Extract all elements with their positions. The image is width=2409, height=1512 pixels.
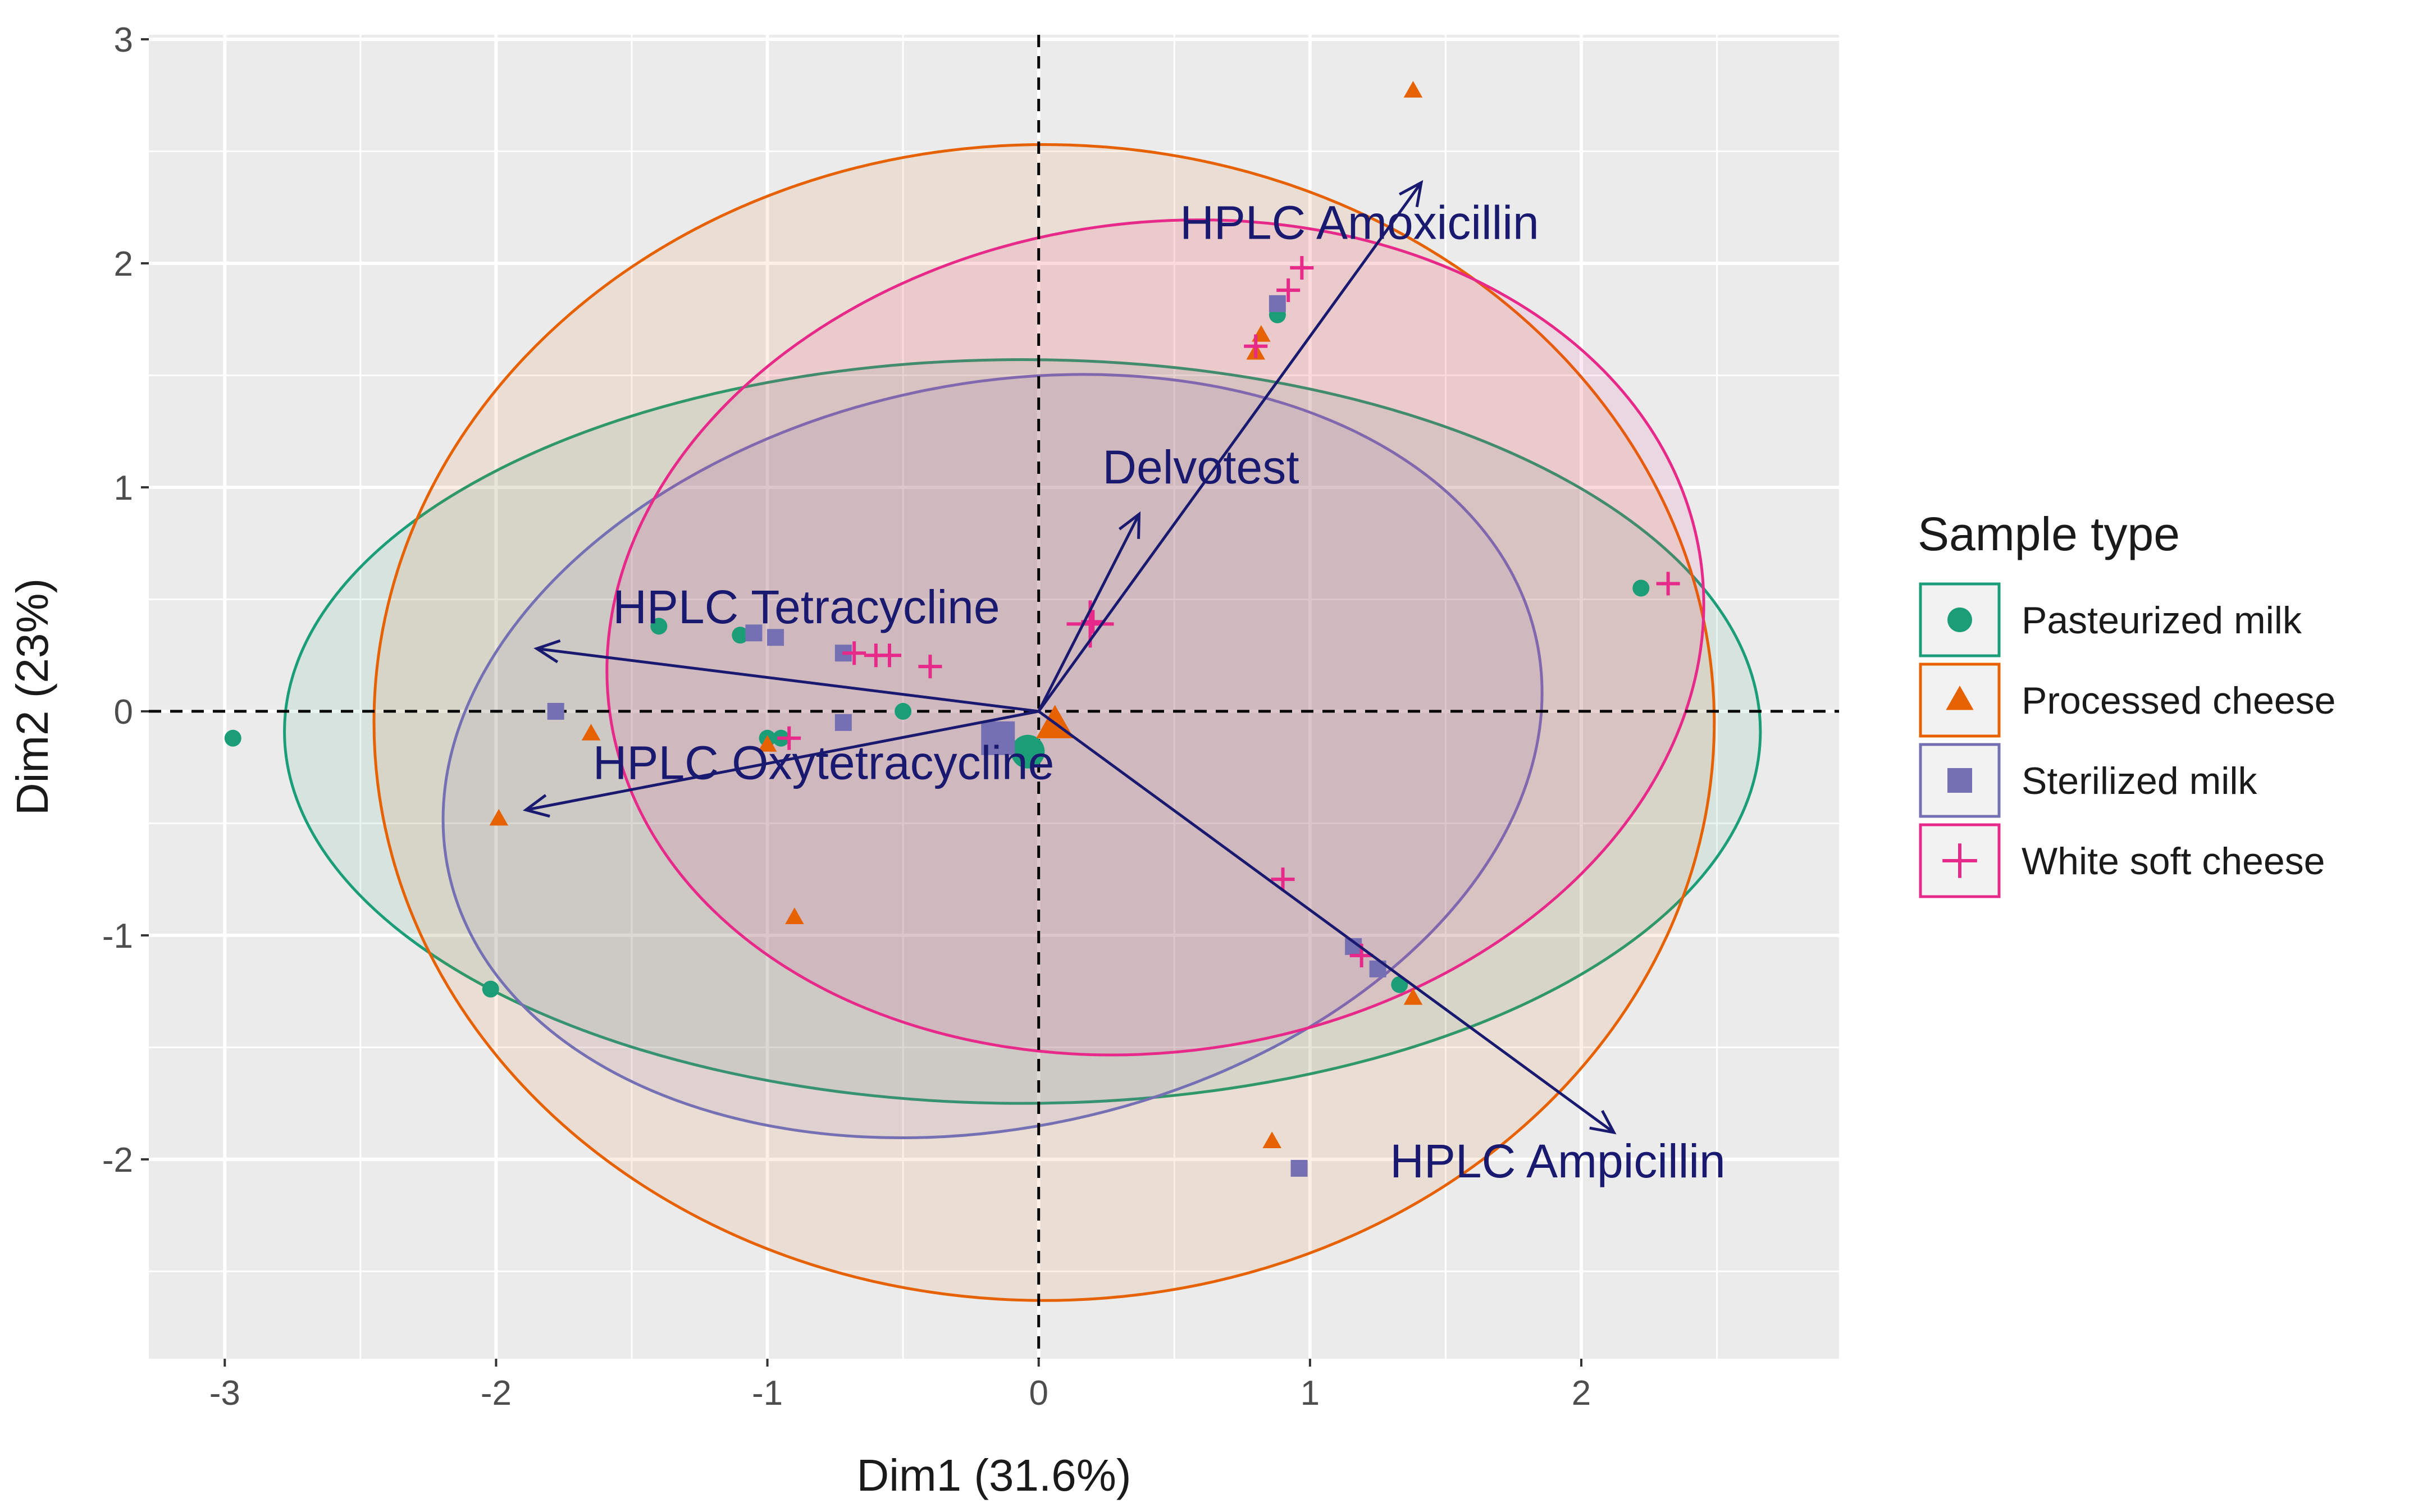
white-soft-cheese-point xyxy=(777,726,801,750)
variable-label: Delvotest xyxy=(1102,441,1299,494)
white-soft-cheese-point xyxy=(1244,334,1268,358)
variable-arrow-head xyxy=(1589,1110,1617,1135)
white-soft-cheese-point xyxy=(1276,278,1301,302)
white-soft-cheese-point xyxy=(842,641,866,665)
axes: Dim1 (31.6%) Dim2 (23%) -3 -2 -1 0 1 2 -2 -1 0 1 2… xyxy=(7,21,1591,1500)
processed-cheese-point xyxy=(1403,81,1423,98)
pasteurized-milk-point xyxy=(732,627,749,644)
variable-arrow-head xyxy=(533,639,561,664)
white-soft-cheese-point xyxy=(1290,255,1314,280)
y-axis-title: Dim2 (23%) xyxy=(7,578,57,815)
x-tick-label: -1 xyxy=(752,1374,783,1413)
legend-label: Processed cheese xyxy=(2022,679,2335,722)
y-tick-label: -1 xyxy=(102,917,133,956)
confidence-ellipse xyxy=(283,358,1762,1105)
x-tick-label: -2 xyxy=(481,1374,512,1413)
pasteurized-milk-point xyxy=(224,729,241,747)
x-axis-title: Dim1 (31.6%) xyxy=(856,1450,1131,1500)
sterilized-milk-centroid xyxy=(981,721,1015,755)
confidence-ellipse xyxy=(605,218,1705,1057)
legend-label: Sterilized milk xyxy=(2022,760,2257,802)
variable-label: HPLC Oxytetracycline xyxy=(593,736,1055,789)
sterilized-milk-point xyxy=(834,714,852,731)
legend-symbol xyxy=(1942,843,1977,878)
variable-arrow-line xyxy=(526,710,1039,811)
legend-label: Pasteurized milk xyxy=(2022,599,2302,642)
x-tick-label: 2 xyxy=(1572,1374,1591,1413)
pasteurized-milk-point xyxy=(1391,976,1408,993)
variable-arrow-head xyxy=(1118,511,1141,539)
pasteurized-milk-point xyxy=(650,618,668,635)
x-tick-label: -3 xyxy=(209,1374,240,1413)
processed-cheese-point xyxy=(581,724,601,741)
x-tick-label: 0 xyxy=(1029,1374,1048,1413)
plot-panel xyxy=(149,35,1839,1359)
processed-cheese-point xyxy=(785,907,804,924)
sterilized-milk-point xyxy=(1269,295,1286,312)
y-tick-label: 1 xyxy=(114,469,133,508)
legend-label: White soft cheese xyxy=(2022,840,2325,883)
pasteurized-milk-point xyxy=(895,702,912,720)
processed-cheese-point xyxy=(758,735,777,752)
confidence-ellipse xyxy=(372,143,1716,1302)
processed-cheese-point xyxy=(1403,988,1423,1005)
variable-arrow-line xyxy=(536,647,1039,713)
variable-arrow-line xyxy=(1037,513,1140,712)
legend-symbol xyxy=(1947,607,1972,632)
pasteurized-milk-centroid xyxy=(1011,734,1045,769)
variable-label: HPLC Tetracycline xyxy=(613,581,1000,633)
white-soft-cheese-point xyxy=(1656,572,1680,596)
variable-arrow-line xyxy=(1037,181,1422,712)
y-tick-label: -2 xyxy=(102,1141,133,1180)
sterilized-milk-point xyxy=(767,629,784,646)
processed-cheese-point xyxy=(489,808,509,826)
confidence-ellipses xyxy=(283,143,1762,1302)
variable-arrows: Delvotest HPLC Amoxicillin HPLC Tetracycli… xyxy=(522,180,1726,1187)
data-points xyxy=(224,81,1680,1177)
y-tick-label: 2 xyxy=(114,245,133,284)
pasteurized-milk-point xyxy=(1632,579,1650,597)
legend-title: Sample type xyxy=(1918,508,2180,560)
white-soft-cheese-point xyxy=(918,655,942,679)
variable-arrow-head xyxy=(1399,180,1424,208)
y-tick-label: 0 xyxy=(114,693,133,732)
processed-cheese-point xyxy=(1262,1131,1282,1148)
sterilized-milk-point xyxy=(745,624,763,642)
legend: Sample type Pasteurized milk Processed ch… xyxy=(1918,508,2335,898)
variable-arrow-line xyxy=(1038,710,1615,1134)
confidence-ellipse xyxy=(441,373,1544,1140)
reference-lines xyxy=(149,35,1839,1359)
white-soft-cheese-point xyxy=(1271,867,1295,892)
variable-arrow-head xyxy=(522,794,550,818)
pasteurized-milk-point xyxy=(482,980,499,998)
white-soft-cheese-point xyxy=(877,643,901,668)
legend-symbol xyxy=(1946,686,1974,710)
legend-symbol xyxy=(1947,768,1972,793)
x-tick-label: 1 xyxy=(1301,1374,1320,1413)
variable-label: HPLC Ampicillin xyxy=(1390,1135,1726,1187)
grid-lines xyxy=(149,35,1839,1359)
sterilized-milk-point xyxy=(1290,1159,1308,1177)
sterilized-milk-point xyxy=(547,702,564,720)
y-tick-label: 3 xyxy=(114,21,133,60)
variable-label: HPLC Amoxicillin xyxy=(1180,196,1539,249)
